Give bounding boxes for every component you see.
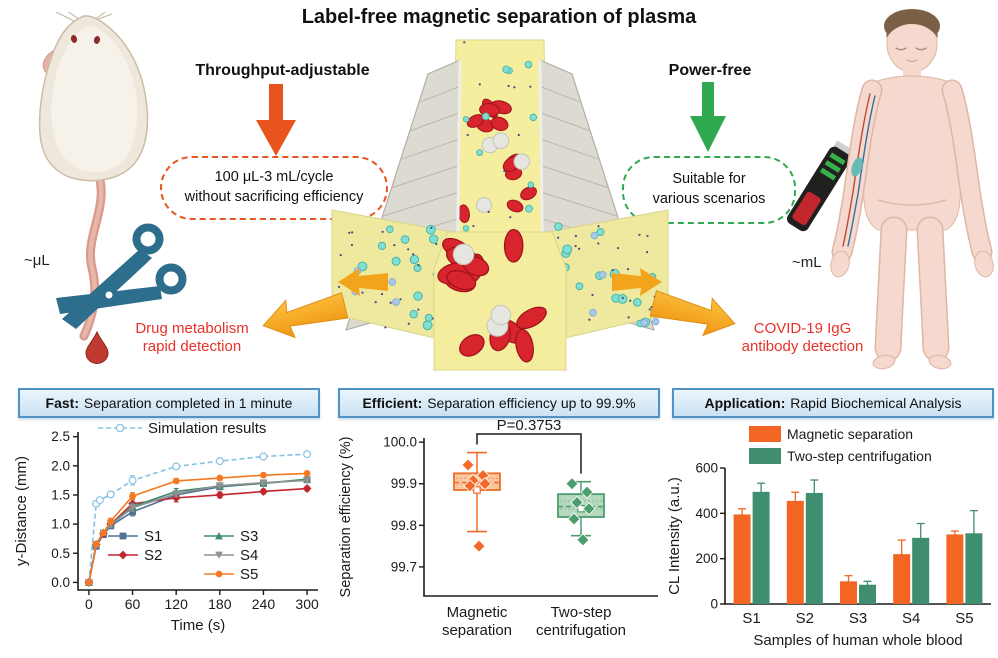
svg-text:Simulation results: Simulation results (148, 420, 266, 437)
svg-text:1.5: 1.5 (51, 487, 70, 502)
svg-text:99.9: 99.9 (391, 476, 417, 491)
svg-text:60: 60 (125, 596, 141, 612)
svg-text:0.5: 0.5 (51, 546, 70, 561)
svg-text:centrifugation: centrifugation (536, 622, 626, 639)
line-chart-separation-distance: 0.0 0.5 1.0 1.5 2.0 2.5 0 60 120 180 240 300 Time (s… (12, 418, 324, 658)
svg-text:2.5: 2.5 (51, 429, 70, 444)
right-flow-arrow-icon (650, 290, 736, 337)
svg-text:S3: S3 (849, 610, 867, 627)
throughput-heading: Throughput-adjustable (195, 62, 370, 79)
left-callout-line1: Drug metabolism (135, 320, 249, 337)
throughput-box: 100 μL-3 mL/cycle without sacrificing ef… (160, 156, 388, 220)
right-callout-line2: antibody detection (741, 338, 864, 355)
svg-text:0: 0 (710, 597, 718, 612)
svg-text:Two-step: Two-step (551, 604, 612, 621)
svg-text:240: 240 (252, 596, 276, 612)
powerfree-box-line1: Suitable for (672, 171, 746, 188)
svg-text:120: 120 (165, 596, 189, 612)
blood-drop-icon (85, 330, 109, 364)
powerfree-box-line2: various scenarios (652, 191, 766, 207)
panel-efficient-keyword: Efficient: (362, 395, 423, 411)
separation-device-illustration (331, 39, 669, 371)
svg-text:separation: separation (442, 622, 512, 639)
svg-text:y-Distance (mm): y-Distance (mm) (13, 456, 30, 566)
svg-text:400: 400 (695, 506, 718, 521)
panel-application-header: Application: Rapid Biochemical Analysis (672, 388, 994, 418)
svg-text:S4: S4 (240, 547, 258, 564)
left-callout: Drug metabolism rapid detection (112, 320, 272, 356)
svg-text:Magnetic: Magnetic (447, 604, 508, 621)
microliter-scale-label: ~μL (24, 252, 50, 269)
panel-application-keyword: Application: (704, 395, 786, 411)
svg-text:S3: S3 (240, 528, 258, 545)
powerfree-down-arrow-icon (690, 82, 726, 152)
panel-fast-keyword: Fast: (45, 395, 79, 411)
svg-text:1.0: 1.0 (51, 517, 70, 532)
panel-efficient-text: Separation efficiency up to 99.9% (423, 395, 636, 411)
box-plot-separation-efficiency: 99.7 99.8 99.9 100.0 Separation efficiency (… (334, 417, 664, 658)
mouse-illustration (38, 12, 149, 341)
svg-text:Time (s): Time (s) (171, 617, 225, 634)
svg-text:99.8: 99.8 (391, 518, 417, 533)
svg-text:Separation efficiency (%): Separation efficiency (%) (338, 437, 354, 598)
figure-title: Label-free magnetic separation of plasma (301, 6, 697, 28)
svg-text:180: 180 (208, 596, 232, 612)
bar-chart-cl-intensity: 0 200 400 600 CL Intensity (a.u.) S1 S2 S3 S4 S5 S… (665, 418, 997, 658)
scissors-icon (56, 223, 187, 329)
svg-text:0.0: 0.0 (51, 575, 70, 590)
blood-tube-icon (786, 140, 856, 232)
svg-text:S1: S1 (144, 528, 162, 545)
svg-text:S5: S5 (955, 610, 973, 627)
svg-text:S2: S2 (144, 547, 162, 564)
svg-text:Magnetic separation: Magnetic separation (787, 426, 913, 442)
throughput-box-line1: 100 μL-3 mL/cycle (214, 169, 334, 186)
right-callout: COVID-19 IgG antibody detection (730, 320, 875, 356)
left-callout-line2: rapid detection (142, 338, 242, 355)
milliliter-scale-label: ~mL (792, 254, 822, 271)
human-illustration (830, 9, 994, 370)
throughput-box-line2: without sacrificing efficiency (184, 189, 364, 205)
svg-text:S1: S1 (742, 610, 760, 627)
throughput-down-arrow-icon (256, 84, 296, 156)
svg-text:600: 600 (695, 461, 718, 476)
svg-text:S4: S4 (902, 610, 920, 627)
svg-text:Samples of human whole blood: Samples of human whole blood (753, 632, 962, 649)
panel-fast-text: Separation completed in 1 minute (79, 395, 293, 411)
svg-text:99.7: 99.7 (391, 559, 417, 574)
svg-text:2.0: 2.0 (51, 458, 70, 473)
panel-application-text: Rapid Biochemical Analysis (786, 395, 962, 411)
svg-text:S5: S5 (240, 566, 258, 583)
svg-text:0: 0 (85, 596, 93, 612)
left-flow-arrow-icon (262, 292, 348, 339)
svg-text:S2: S2 (796, 610, 814, 627)
svg-text:100.0: 100.0 (383, 435, 417, 450)
svg-text:200: 200 (695, 551, 718, 566)
svg-text:P=0.3753: P=0.3753 (497, 418, 562, 434)
panel-fast-header: Fast: Separation completed in 1 minute (18, 388, 320, 418)
svg-text:300: 300 (295, 596, 319, 612)
svg-text:CL Intensity (a.u.): CL Intensity (a.u.) (666, 477, 683, 595)
svg-text:Two-step centrifugation: Two-step centrifugation (787, 448, 932, 464)
panel-efficient-header: Efficient: Separation efficiency up to 9… (338, 388, 660, 418)
right-callout-line1: COVID-19 IgG (753, 320, 852, 337)
powerfree-heading: Power-free (668, 62, 752, 79)
